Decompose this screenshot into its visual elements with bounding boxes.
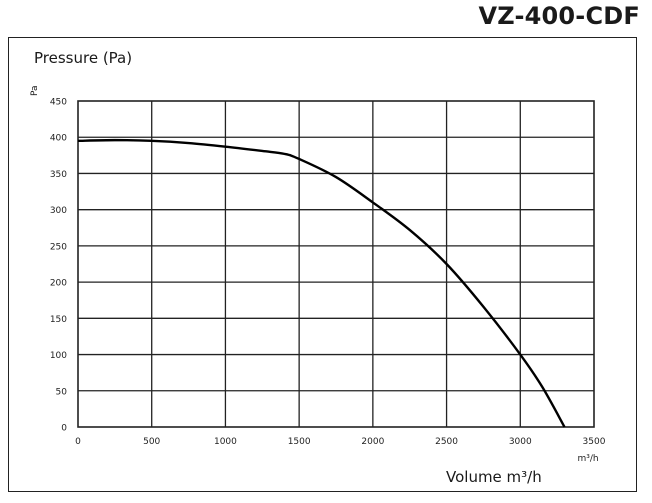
x-tick-label: 1000 (214, 437, 237, 447)
grid (77, 100, 595, 428)
curve-layer (77, 138, 566, 428)
plot-area (77, 100, 595, 428)
x-tick-label: 500 (143, 437, 160, 447)
model-title: VZ-400-CDF (478, 2, 640, 30)
x-tick-label: 2000 (361, 437, 384, 447)
chart-title: Pressure (Pa) (34, 49, 133, 67)
y-tick-label: 200 (50, 279, 67, 289)
y-tick-label: 250 (50, 242, 67, 252)
y-tick-label: 300 (50, 206, 67, 216)
chart-frame (8, 37, 637, 492)
tick-labels: 0 500 1000 1500 2000 2500 3000 3500 m³/h 0 50 100 15… (50, 98, 606, 465)
y-tick-label: 400 (50, 134, 67, 144)
x-tick-label: 3000 (509, 437, 532, 447)
y-tick-label: 50 (56, 387, 68, 397)
y-tick-label: 350 (50, 170, 67, 180)
x-tick-label: 0 (75, 437, 81, 447)
y-tick-label: 150 (50, 315, 67, 325)
y-tick-label: 0 (61, 424, 67, 434)
pressure-curve (77, 138, 566, 428)
x-axis-label: Volume m³/h (446, 468, 542, 486)
x-tick-label: 1500 (288, 437, 311, 447)
y-tick-label: 100 (50, 351, 67, 361)
x-tick-label: 2500 (435, 437, 458, 447)
x-tick-label: 3500 (583, 437, 606, 447)
y-tick-label: 450 (50, 98, 67, 108)
x-unit-label: m³/h (577, 454, 598, 464)
